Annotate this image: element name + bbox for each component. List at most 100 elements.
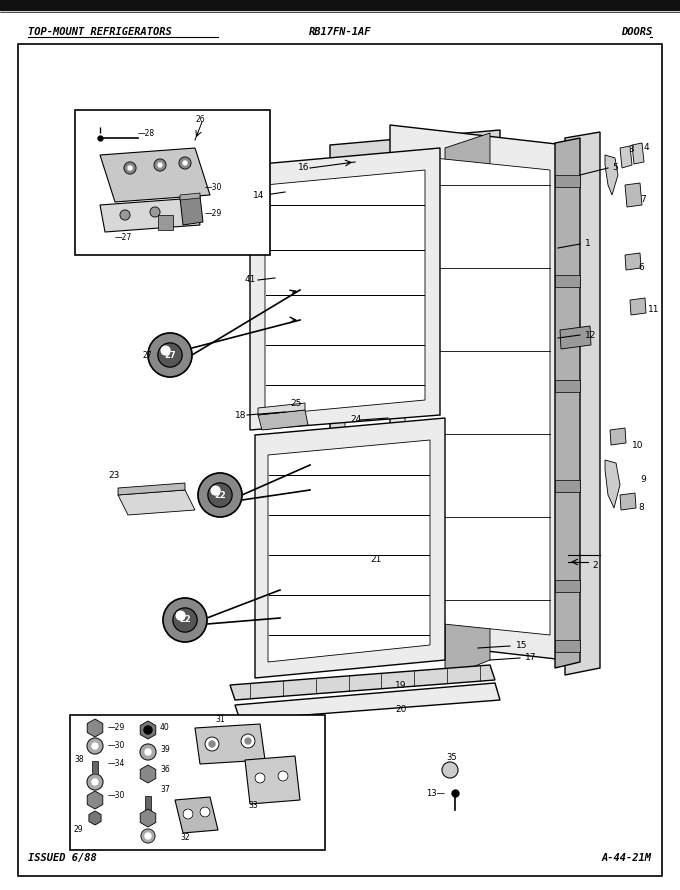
Circle shape [120, 210, 130, 220]
Text: 23: 23 [108, 471, 120, 480]
Text: 7: 7 [640, 196, 646, 205]
Text: 27: 27 [142, 351, 152, 360]
Bar [92, 761, 98, 777]
Polygon shape [268, 440, 430, 662]
Polygon shape [565, 132, 600, 675]
Text: 38: 38 [74, 756, 84, 765]
Text: TOP-MOUNT REFRIGERATORS: TOP-MOUNT REFRIGERATORS [28, 27, 172, 37]
Text: ISSUED 6/88: ISSUED 6/88 [28, 853, 97, 863]
Circle shape [241, 734, 255, 748]
Text: 9: 9 [640, 475, 646, 484]
Polygon shape [140, 765, 156, 783]
Polygon shape [140, 721, 156, 739]
Text: —30: —30 [205, 183, 222, 192]
Circle shape [87, 738, 103, 754]
Polygon shape [445, 133, 490, 678]
Bar [555, 175, 580, 187]
Circle shape [173, 608, 197, 632]
Circle shape [198, 473, 242, 517]
Bar [145, 796, 151, 816]
Circle shape [145, 833, 151, 839]
Text: 1: 1 [585, 239, 591, 248]
Text: —30: —30 [108, 740, 125, 749]
Polygon shape [560, 326, 591, 349]
Text: 6: 6 [638, 263, 644, 272]
Polygon shape [245, 756, 300, 804]
Polygon shape [605, 460, 620, 508]
Circle shape [158, 163, 162, 167]
Circle shape [278, 771, 288, 781]
Polygon shape [605, 155, 618, 195]
Circle shape [87, 774, 103, 790]
Text: 3: 3 [628, 145, 634, 155]
Text: 2: 2 [592, 561, 598, 570]
Bar [75, 110, 270, 255]
Circle shape [442, 762, 458, 778]
Text: —29: —29 [205, 208, 222, 217]
Text: 13—: 13— [426, 789, 445, 797]
Text: 29: 29 [74, 826, 84, 835]
Circle shape [183, 161, 187, 165]
Circle shape [124, 162, 136, 174]
Text: 37: 37 [160, 786, 170, 795]
Polygon shape [330, 130, 500, 668]
Circle shape [209, 741, 215, 747]
Polygon shape [405, 155, 550, 635]
Polygon shape [87, 719, 103, 737]
Text: 32: 32 [180, 834, 190, 843]
Bar [158, 215, 173, 230]
Polygon shape [100, 148, 210, 202]
Circle shape [92, 743, 98, 749]
Polygon shape [258, 410, 308, 430]
Text: —29: —29 [108, 723, 125, 732]
Text: —28: —28 [138, 128, 155, 137]
Text: 20: 20 [395, 706, 407, 715]
Polygon shape [87, 791, 103, 809]
Text: 5: 5 [612, 164, 617, 173]
Polygon shape [195, 724, 265, 764]
Circle shape [141, 829, 155, 843]
Text: 10: 10 [632, 441, 643, 449]
Circle shape [163, 598, 207, 642]
Text: 17: 17 [525, 653, 537, 662]
Text: DOORS: DOORS [621, 27, 652, 37]
Text: 8: 8 [638, 504, 644, 513]
Polygon shape [100, 198, 200, 232]
Circle shape [144, 726, 152, 734]
Text: —27: —27 [115, 232, 132, 241]
Text: 33: 33 [248, 802, 258, 811]
Text: 25: 25 [290, 399, 301, 408]
Circle shape [255, 773, 265, 783]
Text: 35: 35 [447, 754, 458, 763]
Bar [0, 0, 680, 10]
Circle shape [92, 779, 98, 785]
Polygon shape [620, 146, 632, 168]
Text: 40: 40 [160, 723, 170, 732]
Polygon shape [230, 665, 495, 700]
Circle shape [140, 744, 156, 760]
Bar [70, 715, 325, 850]
Text: —34: —34 [108, 758, 125, 767]
Polygon shape [118, 483, 185, 495]
Text: 11: 11 [648, 305, 660, 314]
Bar [555, 275, 580, 287]
Text: 18: 18 [235, 410, 246, 419]
Text: RB17FN-1AF: RB17FN-1AF [309, 27, 371, 37]
Circle shape [179, 157, 191, 169]
Polygon shape [610, 428, 626, 445]
Circle shape [245, 738, 251, 744]
Circle shape [158, 343, 182, 367]
Polygon shape [235, 683, 500, 720]
Text: 41: 41 [245, 276, 256, 285]
Polygon shape [632, 143, 644, 164]
Text: 39: 39 [160, 746, 170, 755]
Polygon shape [625, 253, 641, 270]
Polygon shape [345, 158, 485, 645]
Polygon shape [390, 125, 565, 660]
Text: 15: 15 [516, 642, 528, 651]
Circle shape [200, 807, 210, 817]
Text: 21: 21 [370, 555, 381, 564]
Text: 12: 12 [585, 330, 596, 339]
Text: 31: 31 [215, 716, 224, 724]
Polygon shape [255, 418, 445, 678]
